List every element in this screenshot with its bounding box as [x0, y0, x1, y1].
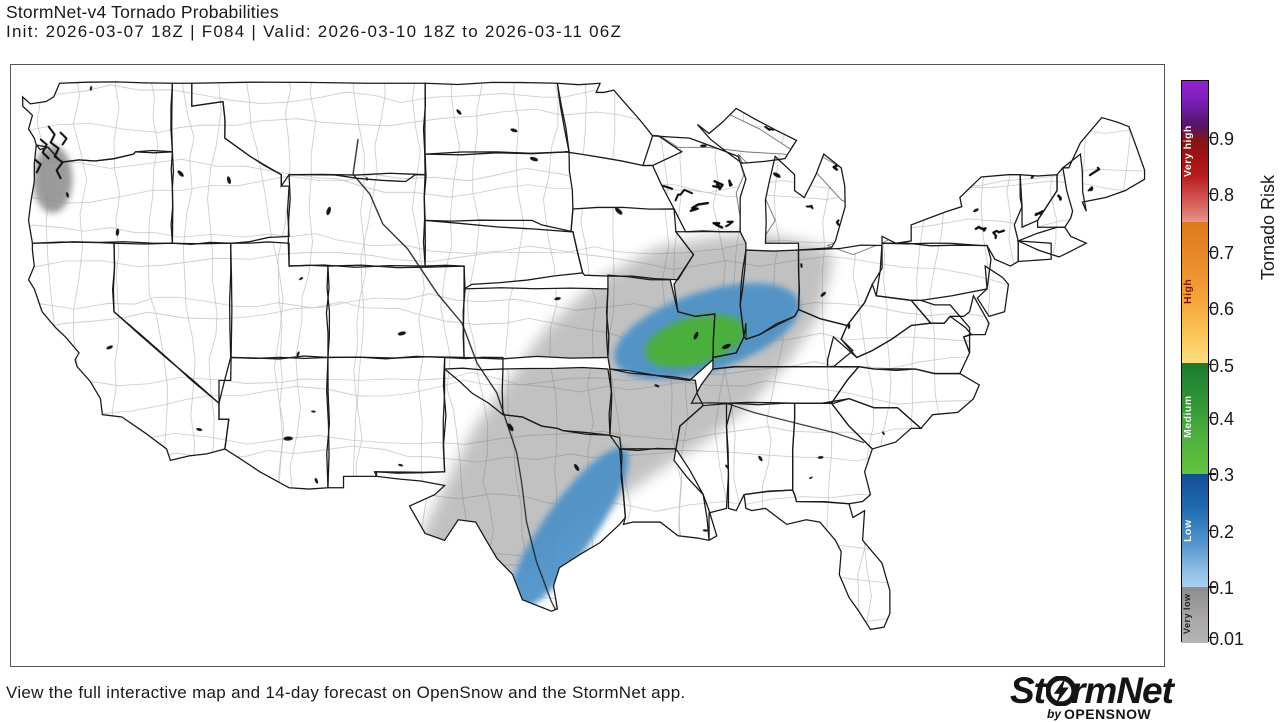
ontario: [901, 195, 959, 211]
